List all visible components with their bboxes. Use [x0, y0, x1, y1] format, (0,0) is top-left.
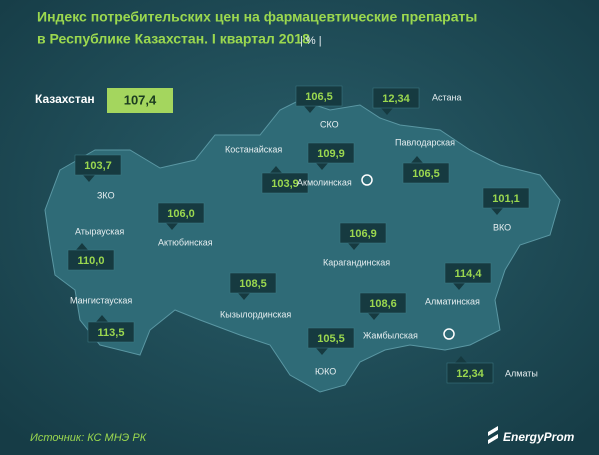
- callout-box: [74, 154, 122, 176]
- callout-box: [372, 87, 420, 109]
- region-name: Актюбинская: [158, 237, 213, 247]
- region-value: 106,5: [412, 168, 440, 180]
- callout-pointer: [316, 348, 328, 355]
- region-name: Карагандинская: [323, 257, 390, 267]
- region-value: 108,6: [369, 298, 397, 310]
- callout-box: [307, 327, 355, 349]
- logo: EnergyProm: [503, 430, 575, 444]
- callout-pointer: [166, 223, 178, 230]
- callout-box: [261, 172, 309, 194]
- region-name: ЗКО: [97, 190, 115, 200]
- region-value: 106,0: [167, 208, 195, 220]
- region-value: 103,9: [271, 178, 299, 190]
- region-name: Павлодарская: [395, 137, 455, 147]
- region-value: 108,5: [239, 278, 267, 290]
- callout-box: [446, 362, 494, 384]
- callout-box: [87, 321, 135, 343]
- city-marker: [443, 328, 455, 340]
- callout-box: [229, 272, 277, 294]
- callout-pointer: [453, 283, 465, 290]
- callout-pointer: [76, 243, 88, 250]
- region-name: Акмолинская: [297, 177, 352, 187]
- title: Индекс потребительских цен на фармацевти…: [37, 9, 477, 25]
- callout-box: [402, 162, 450, 184]
- region-name: СКО: [320, 119, 339, 129]
- country-name: Казахстан: [35, 92, 95, 106]
- country-value: 107,4: [124, 92, 157, 107]
- callout-box: [339, 222, 387, 244]
- callout-box: [482, 187, 530, 209]
- region-value: 106,9: [349, 228, 377, 240]
- region-name: Кызылординская: [220, 309, 291, 319]
- callout-box: [444, 262, 492, 284]
- callout-pointer: [368, 313, 380, 320]
- capital-marker: [361, 174, 373, 186]
- region-value: 12,34: [456, 368, 484, 380]
- region-name: Мангистауская: [70, 295, 132, 305]
- region-value: 101,1: [492, 193, 520, 205]
- callout-pointer: [304, 106, 316, 113]
- unit: | % |: [300, 35, 322, 47]
- region-value: 113,5: [98, 327, 125, 339]
- callout-pointer: [238, 293, 250, 300]
- callout-box: [157, 202, 205, 224]
- callout-pointer: [316, 163, 328, 170]
- callout-pointer: [96, 315, 108, 322]
- region-name: Астана: [432, 92, 462, 102]
- region-value: 114,4: [455, 268, 483, 280]
- region-value: 103,7: [84, 160, 112, 172]
- callout-pointer: [491, 208, 503, 215]
- callout-box: [67, 249, 115, 271]
- region-value: 110,0: [78, 255, 105, 267]
- title: в Республике Казахстан. I квартал 2018: [37, 31, 310, 47]
- callout-box: [307, 142, 355, 164]
- region-name: ВКО: [493, 222, 511, 232]
- callout-box: [359, 292, 407, 314]
- callout-pointer: [83, 175, 95, 182]
- region-value: 109,9: [317, 148, 345, 160]
- region-value: 106,5: [305, 91, 333, 103]
- callout-box: [295, 85, 343, 107]
- source: Источник: КС МНЭ РК: [30, 432, 147, 444]
- logo-icon: [488, 426, 498, 444]
- callout-pointer: [411, 156, 423, 163]
- region-value: 12,34: [382, 93, 410, 105]
- region-name: Костанайская: [225, 144, 282, 154]
- region-name: Жамбылская: [363, 330, 418, 340]
- region-name: Алматинская: [425, 296, 480, 306]
- region-value: 105,5: [317, 333, 345, 345]
- callout-pointer: [381, 108, 393, 115]
- callout-pointer: [270, 166, 282, 173]
- callout-pointer: [348, 243, 360, 250]
- region-name: Атырауская: [75, 226, 124, 236]
- region-name: ЮКО: [315, 366, 336, 376]
- callout-pointer: [455, 356, 467, 363]
- region-name: Алматы: [505, 368, 538, 378]
- country-box: [107, 88, 173, 113]
